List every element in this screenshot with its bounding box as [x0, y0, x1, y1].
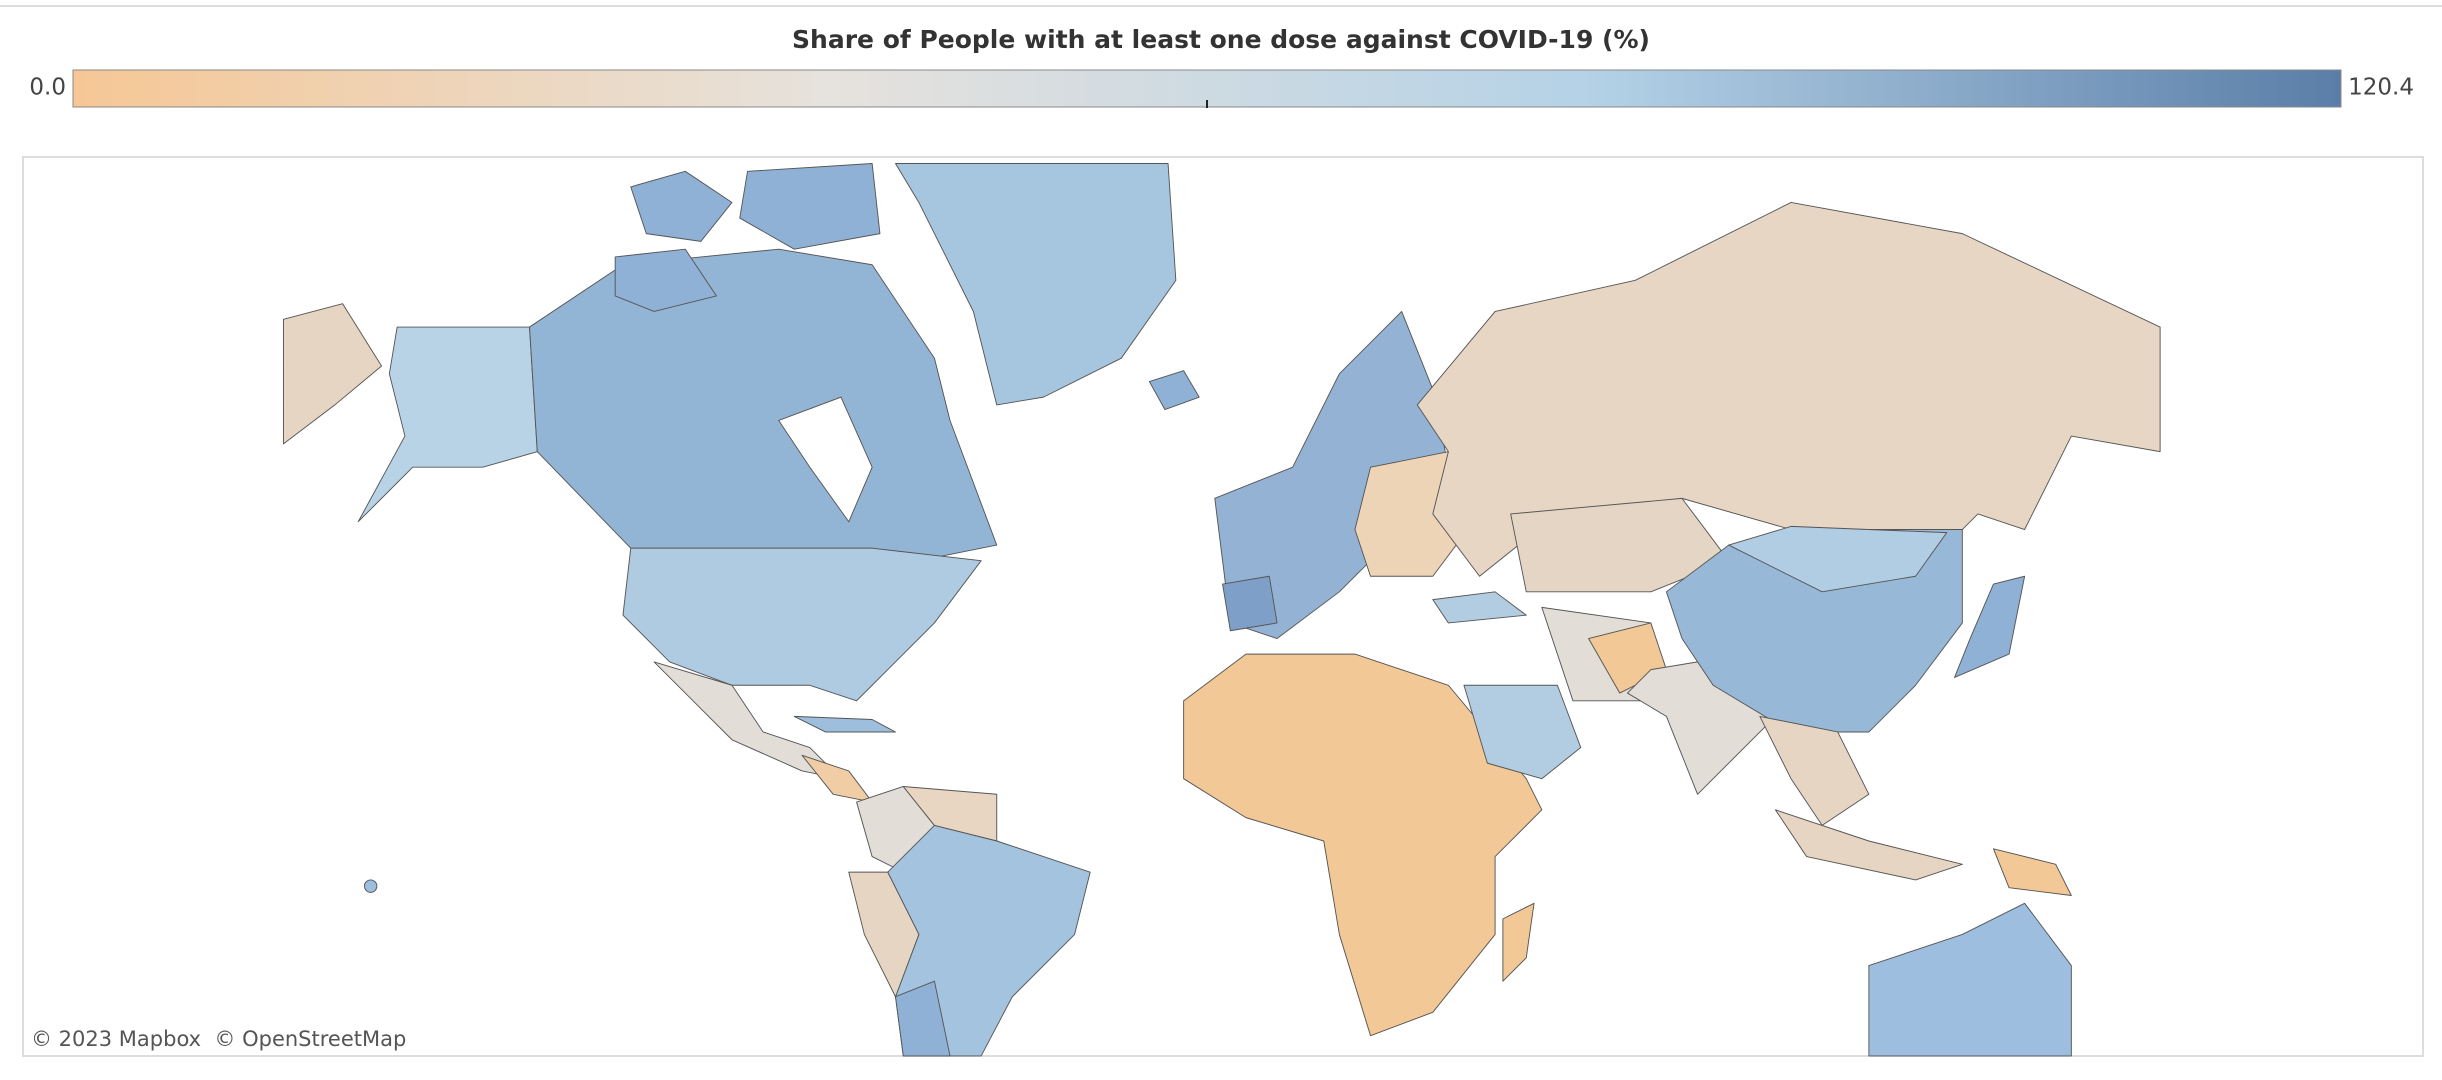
saudi-arabia [1463, 684, 1582, 780]
attribution: © 2023 Mapbox © OpenStreetMap [31, 1027, 406, 1051]
chile-argentina [895, 980, 951, 1057]
peru [848, 871, 920, 998]
japan [1954, 575, 2026, 678]
legend-min: 0.0 [29, 75, 66, 101]
island [363, 879, 378, 893]
arctic-island [630, 170, 733, 242]
iberia [1222, 575, 1278, 632]
usa [622, 547, 982, 702]
southeast-asia [1759, 715, 1870, 826]
indonesia [1774, 809, 1963, 881]
legend-max: 120.4 [2348, 75, 2414, 101]
legend-title: Share of People with at least one dose a… [792, 25, 1650, 54]
madagascar [1502, 902, 1535, 982]
arctic-island [614, 248, 717, 312]
mongolia [1728, 525, 1948, 593]
greenland [895, 163, 1177, 406]
map [282, 163, 2161, 1057]
russia [1416, 201, 2161, 577]
iceland [1148, 370, 1200, 411]
africa [1183, 653, 1543, 1037]
cuba [793, 715, 896, 733]
turkey [1432, 591, 1527, 624]
arctic-island [739, 163, 881, 250]
canada [529, 248, 998, 562]
papua [1993, 848, 2072, 896]
region [282, 303, 383, 445]
hudson-bay [777, 396, 873, 523]
australia [1868, 902, 2072, 1057]
